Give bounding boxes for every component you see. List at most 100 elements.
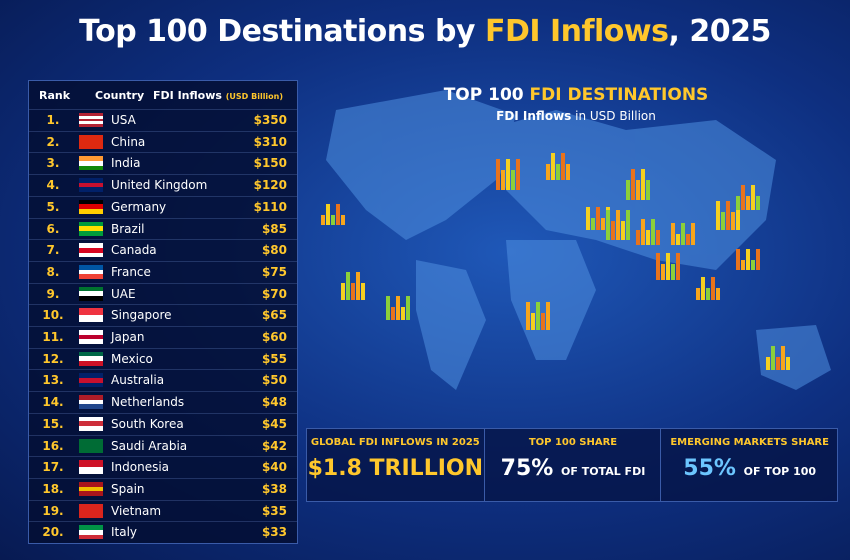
decor-bar [741, 260, 745, 270]
decor-bar [641, 169, 645, 200]
country: Mexico [111, 351, 153, 366]
decor-bar [681, 223, 685, 245]
flag-stripe [79, 165, 103, 171]
flag-stripe [79, 286, 103, 292]
flag [79, 503, 103, 518]
table-row: 4. United Kingdom $120 [29, 174, 297, 195]
flag-stripe [79, 315, 103, 323]
decor-bar [736, 201, 740, 230]
decor-bar [661, 264, 665, 280]
rank: 9. [46, 286, 60, 301]
decor-bar [591, 218, 595, 230]
fdi-value: $150 [253, 156, 287, 171]
flag-stripe [79, 274, 103, 279]
country: China [111, 134, 146, 149]
decor-bar [611, 221, 615, 240]
country: Netherlands [111, 395, 185, 410]
flag-stripe [79, 226, 103, 231]
stat-value-line: $1.8 TRILLION [307, 456, 484, 481]
country: Japan [111, 330, 145, 344]
fdi-value: $75 [261, 264, 287, 279]
flag-stripe [79, 421, 103, 427]
country: United Kingdom [111, 178, 208, 193]
decor-bar [726, 201, 730, 230]
table-row: 2. China $310 [29, 130, 297, 152]
decor-bar [676, 234, 680, 245]
flag [79, 156, 103, 171]
flag-stripe [79, 481, 103, 487]
table-row: 11. Japan $60 [29, 326, 297, 347]
rank: 3. [46, 156, 60, 171]
decor-bar [646, 230, 650, 245]
table-row: 18. Spain $38 [29, 477, 297, 499]
flag [79, 351, 103, 366]
table-row: 16. Saudi Arabia $42 [29, 434, 297, 456]
flag-stripe [79, 156, 103, 162]
decor-bar [701, 277, 705, 300]
flag-stripe [79, 460, 103, 468]
rank: 2. [46, 134, 60, 149]
decor-bar [616, 210, 620, 240]
decor-bar [671, 223, 675, 245]
flag-stripe [79, 291, 103, 296]
decor-bar [751, 260, 755, 270]
country: India [111, 156, 141, 171]
table-row: 1. USA $350 [29, 109, 297, 130]
decor-bar [706, 288, 710, 300]
title-text: Top 100 Destinations by [79, 14, 475, 49]
header-unit: (USD Billion) [225, 92, 284, 101]
country: USA [111, 113, 136, 127]
fdi-value: $40 [261, 460, 287, 475]
fdi-value: $350 [253, 113, 287, 127]
decor-bar [621, 221, 625, 240]
decor-bar [351, 283, 355, 300]
map-subtitle: FDI Inflows in USD Billion [496, 109, 656, 123]
flag [79, 416, 103, 431]
decor-bar [656, 253, 660, 280]
stat-label: TOP 100 SHARE [528, 437, 618, 448]
flag-stripe [79, 361, 103, 366]
table-row: 13. Australia $50 [29, 369, 297, 390]
decor-bar [606, 210, 610, 240]
rank: 7. [46, 243, 60, 258]
flag-stripe [79, 134, 103, 149]
flag [79, 308, 103, 323]
decor-bar [756, 249, 760, 270]
stat-label: EMERGING MARKETS SHARE [670, 437, 829, 448]
rank: 15. [42, 416, 64, 431]
flag [79, 525, 103, 540]
flag-stripe [79, 467, 103, 475]
fdi-value: $35 [261, 503, 287, 518]
stat-suffix: OF TOP 100 [743, 465, 817, 478]
decor-bar [561, 153, 565, 180]
fdi-value: $80 [261, 243, 287, 258]
header-country: Country [95, 89, 145, 102]
title-highlight: FDI Inflows [484, 14, 669, 49]
decor-bar [511, 170, 515, 190]
flag-stripe [79, 187, 103, 193]
flag-stripe [79, 404, 103, 410]
flag-stripe [79, 243, 103, 248]
decor-bar [716, 288, 720, 300]
flag-stripe [79, 121, 103, 125]
decor-bar [751, 185, 755, 210]
flag [79, 438, 103, 453]
rank: 17. [42, 460, 64, 475]
decor-bar [566, 164, 570, 180]
table-row: 15. South Korea $45 [29, 412, 297, 434]
fdi-value: $55 [261, 351, 287, 366]
decor-bar [541, 313, 545, 330]
flag-stripe [79, 295, 103, 301]
rank: 18. [42, 481, 64, 496]
flag-stripe [79, 503, 103, 518]
decor-bar [641, 219, 645, 245]
decor-bar [731, 212, 735, 230]
decor-bar [331, 215, 335, 225]
decor-bar [546, 164, 550, 180]
flag [79, 330, 103, 344]
table-row: 5. Germany $110 [29, 195, 297, 217]
flag [79, 481, 103, 496]
rank: 8. [46, 264, 60, 279]
fdi-value: $70 [261, 286, 287, 301]
flag-stripe [79, 334, 103, 340]
